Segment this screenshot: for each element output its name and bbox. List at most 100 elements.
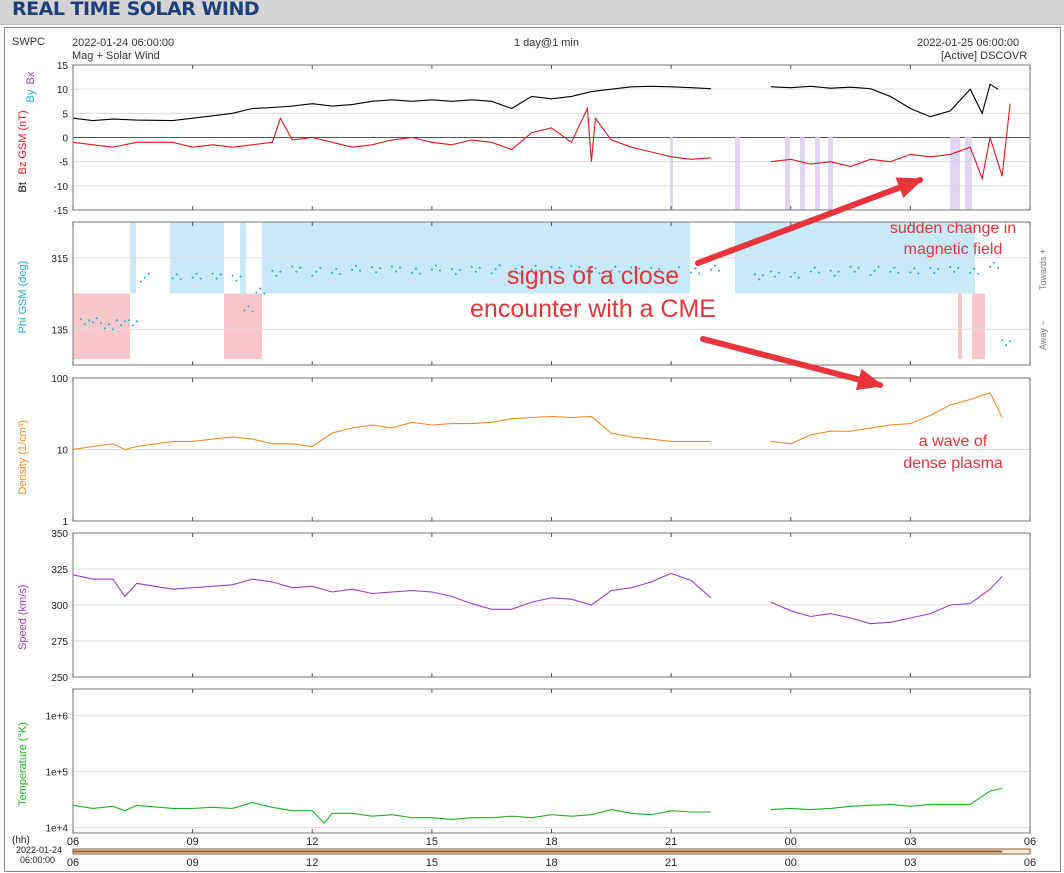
annotation-plasma-line-1: a wave of [919, 433, 988, 450]
phi-point [518, 272, 521, 275]
phi-point [255, 291, 258, 294]
phi-point [271, 269, 274, 272]
phi-point [514, 267, 517, 270]
phi-point [690, 271, 693, 274]
phi-point [1009, 340, 1012, 343]
by-bx-shading [828, 137, 833, 210]
panel-frame [72, 688, 1031, 834]
phi-point [761, 274, 764, 277]
phi-point [478, 266, 481, 269]
phi-point [139, 280, 142, 283]
phi-point [670, 274, 673, 277]
source-label: SWPC [12, 36, 45, 48]
phi-point [123, 320, 126, 323]
phi-point [231, 274, 234, 277]
x-tick-label: 09 [187, 836, 199, 848]
y-tick-label: 275 [51, 637, 68, 648]
phi-point [817, 271, 820, 274]
phi-point [147, 272, 150, 275]
phi-point [977, 272, 980, 275]
y-tick-label: -15 [54, 206, 69, 217]
phi-point [793, 271, 796, 274]
y-tick-label: 135 [51, 325, 68, 336]
phi-point [450, 268, 453, 271]
phi-point [769, 270, 772, 273]
phi-point [143, 276, 146, 279]
phi-point [414, 267, 417, 270]
annotation-field-line-2: magnetic field [904, 241, 1003, 258]
y-tick-label: 10 [57, 446, 69, 457]
phi-point [191, 276, 194, 279]
phi-point [1005, 344, 1008, 347]
by-bx-shading [965, 137, 972, 210]
phi-point [718, 269, 720, 272]
series-line-speed [72, 572, 1003, 625]
x-tick-label: 06 [1024, 836, 1036, 848]
phi-point [371, 266, 374, 269]
phi-point [973, 267, 976, 270]
annotation-plasma-line-2: dense plasma [903, 455, 1003, 472]
away-label: Away − [1038, 320, 1048, 350]
phi-point [797, 276, 800, 279]
phi-point [630, 266, 633, 269]
page-title: REAL TIME SOLAR WIND [12, 0, 260, 20]
phi-point [714, 264, 716, 267]
phi-point [127, 319, 130, 322]
x-tick-label: 18 [545, 857, 557, 869]
phi-point [498, 264, 501, 267]
phi-point [88, 319, 90, 322]
end-time-label: 2022-01-25 06:00:00 [917, 37, 1020, 49]
phi-point [869, 273, 872, 276]
phi-point [889, 270, 892, 273]
phi-point [757, 278, 760, 281]
series-line-temperature [72, 787, 1003, 824]
phi-point [410, 271, 413, 274]
arrow-to-magnetic-field-head [895, 177, 924, 199]
phi-point [913, 267, 916, 270]
phi-point [857, 266, 860, 269]
ylabel-part: Bz GSM (nT) [17, 110, 29, 174]
phi-point [418, 272, 421, 275]
phi-point [877, 265, 880, 268]
phi-point [355, 264, 358, 267]
phi-point [678, 266, 681, 269]
chart-frame [4, 27, 1061, 872]
phi-point [853, 270, 856, 273]
start-time-label: 2022-01-24 06:00:00 [72, 37, 175, 49]
x-tick-label: 03 [904, 836, 916, 848]
phi-point [458, 269, 461, 272]
phi-point [833, 274, 836, 277]
x-tick-label: 18 [545, 836, 557, 848]
x-tick-label: 06 [1024, 857, 1036, 869]
phi-point [211, 272, 214, 275]
away-band [224, 293, 262, 359]
phi-point [315, 270, 318, 273]
y-tick-label: 300 [51, 601, 68, 612]
arrow-to-dense-plasma [700, 336, 883, 388]
phi-point [654, 271, 657, 274]
y-tick-label: 15 [57, 61, 69, 72]
phi-point [490, 272, 493, 275]
y-tick-label: 1e+6 [45, 712, 68, 723]
phi-point [454, 273, 457, 276]
ylabel-part: By [25, 89, 37, 102]
phi-point [610, 269, 613, 272]
phi-point [598, 272, 601, 275]
phi-point [175, 273, 178, 276]
phi-point [694, 267, 697, 270]
phi-point [698, 272, 701, 275]
mag-ylabel: Bt Bz GSM (nT) By Bx [17, 71, 37, 192]
phi-point [379, 267, 382, 270]
phi-point [558, 266, 561, 269]
by-bx-shading [785, 137, 790, 210]
phi-point [474, 270, 477, 273]
y-tick-label: 315 [51, 254, 68, 265]
speed-ylabel: Speed (km/s) [17, 585, 29, 650]
x-tick-label: 00 [785, 857, 797, 869]
phi-point [84, 323, 86, 326]
phi-point [171, 277, 174, 280]
phi-point [199, 277, 202, 280]
phi-point [247, 305, 250, 308]
phi-point [638, 267, 641, 270]
phi-point [339, 272, 342, 275]
